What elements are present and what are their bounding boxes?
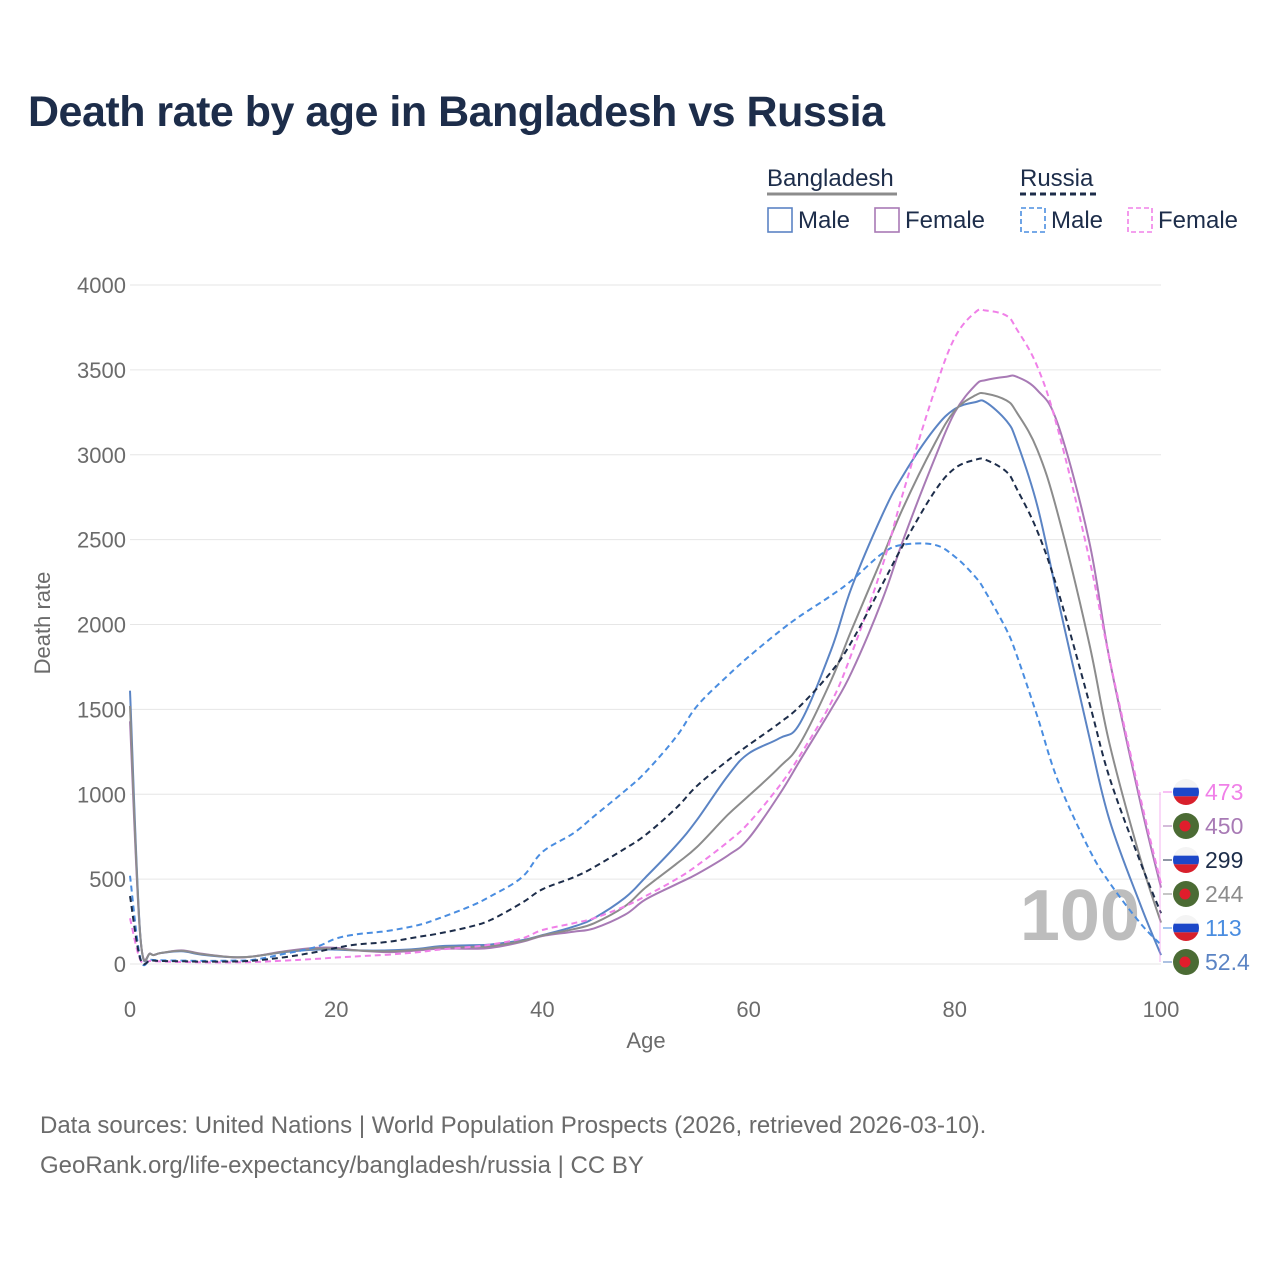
x-tick-label: 20 xyxy=(324,997,348,1022)
y-tick-label: 2000 xyxy=(77,613,126,638)
bangladesh-flag-icon xyxy=(1173,881,1199,907)
end-value-label: 450 xyxy=(1205,813,1243,839)
frame-age-label: 100 xyxy=(1020,876,1140,956)
y-tick-label: 4000 xyxy=(77,273,126,298)
legend-group-bangladesh: Bangladesh xyxy=(767,165,894,192)
series-line-bangladesh-total xyxy=(129,391,1162,962)
source-line-2: GeoRank.org/life-expectancy/bangladesh/r… xyxy=(40,1152,644,1179)
legend-swatch xyxy=(1127,207,1153,233)
chart-title: Death rate by age in Bangladesh vs Russi… xyxy=(28,88,885,136)
legend-swatch xyxy=(767,207,793,233)
end-value-label: 244 xyxy=(1205,881,1244,907)
y-tick-label: 500 xyxy=(89,867,126,892)
legend-item-bangladesh-female: Female xyxy=(905,207,985,234)
russia-flag-icon xyxy=(1173,847,1199,873)
gridlines xyxy=(130,284,1161,965)
legend-swatch xyxy=(874,207,900,233)
x-tick-label: 100 xyxy=(1143,997,1180,1022)
y-tick-label: 0 xyxy=(114,952,126,977)
x-tick-label: 80 xyxy=(943,997,967,1022)
source-note: Data sources: United Nations | World Pop… xyxy=(40,1106,986,1186)
y-tick-label: 3500 xyxy=(77,358,126,383)
series-line-russia-female xyxy=(129,308,1162,965)
series-line-bangladesh-female xyxy=(129,374,1162,962)
legend-swatch xyxy=(1020,207,1046,233)
x-tick-label: 0 xyxy=(124,997,136,1022)
legend-group-russia: Russia xyxy=(1020,165,1094,192)
end-value-label: 52.4 xyxy=(1205,949,1250,975)
end-value-label: 113 xyxy=(1205,915,1242,941)
legend-item-russia-male: Male xyxy=(1051,207,1103,234)
legend-item-bangladesh-male: Male xyxy=(798,207,850,234)
y-tick-label: 1500 xyxy=(77,697,126,722)
y-tick-label: 1000 xyxy=(77,782,126,807)
x-tick-label: 40 xyxy=(530,997,554,1022)
source-line-1: Data sources: United Nations | World Pop… xyxy=(40,1112,987,1139)
series-lines xyxy=(129,308,1162,967)
series-line-bangladesh-male xyxy=(129,399,1162,963)
y-tick-label: 2500 xyxy=(77,528,126,553)
legend: Bangladesh Male Female Russia Male Female xyxy=(767,165,1238,234)
end-value-label: 473 xyxy=(1205,779,1243,805)
x-axis-ticks: 0 20 40 60 80 100 xyxy=(124,997,1179,1022)
end-labels: 473 450 299 244 113 52.4 xyxy=(1159,779,1250,975)
series-line-russia-male xyxy=(129,542,1162,967)
y-axis-label: Death rate xyxy=(30,572,55,675)
x-axis-label: Age xyxy=(626,1028,665,1053)
russia-flag-icon xyxy=(1173,915,1199,941)
x-tick-label: 60 xyxy=(736,997,760,1022)
legend-item-russia-female: Female xyxy=(1158,207,1238,234)
y-axis-ticks: 0 500 1000 1500 2000 2500 3000 3500 4000 xyxy=(77,273,126,977)
end-value-label: 299 xyxy=(1205,847,1243,873)
russia-flag-icon xyxy=(1173,779,1199,805)
bangladesh-flag-icon xyxy=(1173,949,1199,975)
series-line-russia-total xyxy=(129,457,1162,966)
y-tick-label: 3000 xyxy=(77,443,126,468)
bangladesh-flag-icon xyxy=(1173,813,1199,839)
